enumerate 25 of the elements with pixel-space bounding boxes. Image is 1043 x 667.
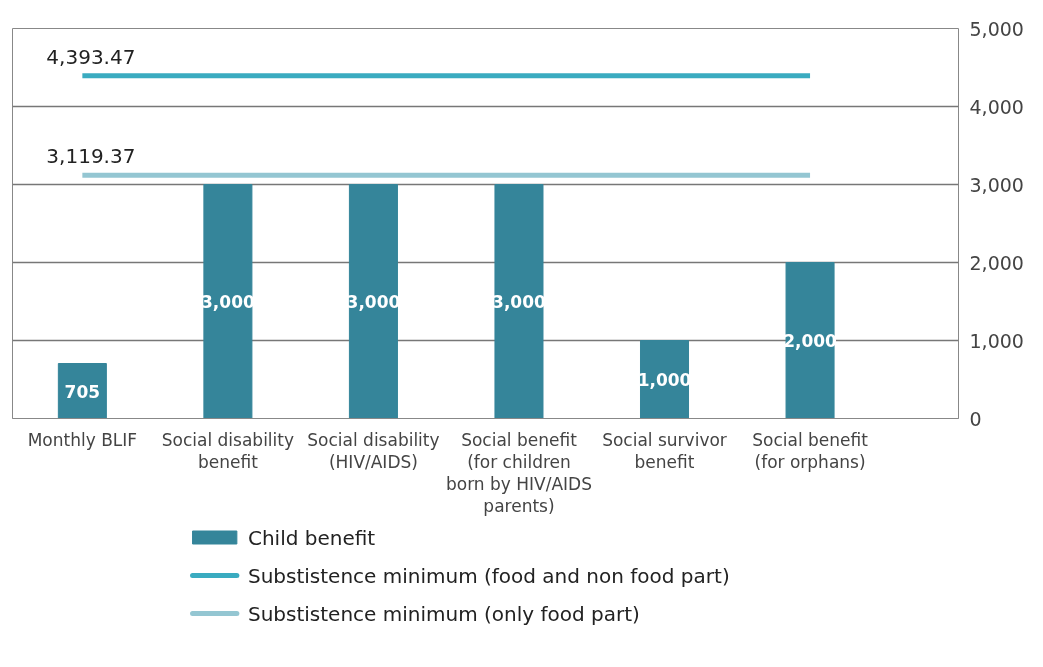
y-tick-label: 1,000 [969, 329, 1024, 352]
x-tick-label: Monthly BLIF [27, 429, 138, 450]
data-label: 1,000 [637, 370, 692, 390]
legend-label: Substistence minimum (only food part) [247, 601, 640, 626]
y-tick-label: 2,000 [969, 251, 1024, 274]
legend-label: Child benefit [247, 525, 376, 550]
y-tick-label: 4,000 [969, 95, 1024, 118]
y-tick-label: 3,000 [969, 173, 1024, 196]
bar [348, 184, 398, 419]
bar [494, 184, 544, 419]
legend-label: Substistence minimum (food and non food part) [247, 563, 730, 588]
x-tick-label: Social survivor benefit [602, 429, 727, 472]
data-label: 2,000 [783, 331, 838, 351]
data-label: 3,119.37 [46, 144, 136, 169]
data-label: 705 [64, 381, 101, 402]
y-tick-label: 5,000 [969, 17, 1024, 40]
x-tick-label: Social disability (HIV/AIDS) [307, 429, 440, 472]
data-label: 3,000 [492, 292, 547, 312]
x-tick-label: Social benefit (for children born by HIV/AIDS parents) [445, 429, 592, 516]
bar [785, 262, 835, 419]
x-tick-label: Social benefit (for orphans) [752, 429, 869, 472]
data-label: 4,393.47 [46, 44, 136, 69]
x-tick-label: Social disability benefit [161, 429, 295, 472]
bar [203, 184, 253, 419]
y-tick-label: 0 [969, 407, 982, 430]
